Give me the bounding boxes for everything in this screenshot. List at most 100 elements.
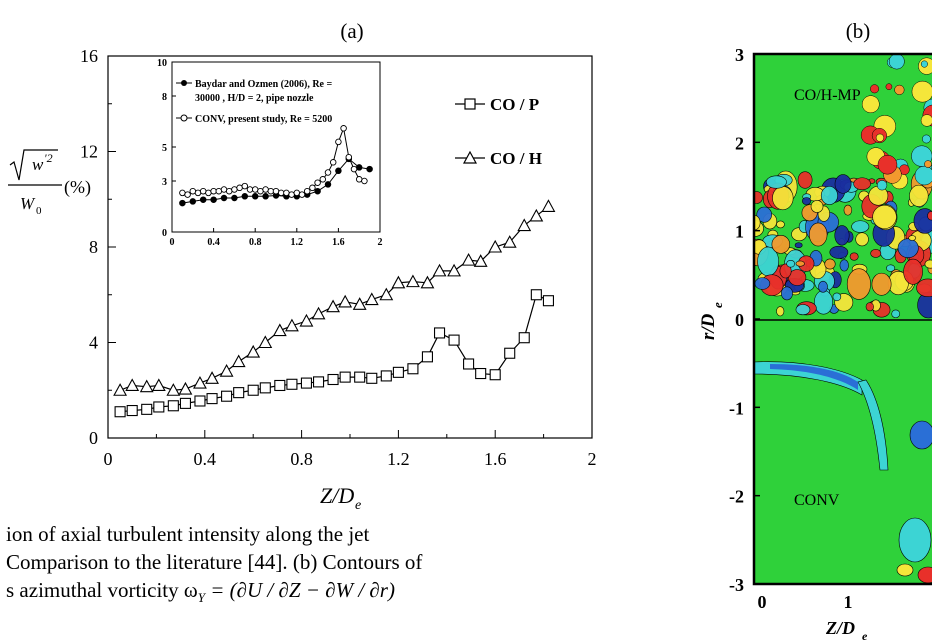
inset-data-point-conv (314, 179, 321, 186)
y-tick-label: 8 (89, 237, 98, 257)
contour-blob (885, 83, 893, 91)
contour-blob (776, 220, 785, 229)
inset-x-tick-label: 2 (378, 237, 383, 248)
inset-data-point-conv (199, 187, 207, 195)
data-point-cop (433, 327, 446, 339)
inset-y-tick-label: 8 (162, 92, 167, 103)
inset-data-point-conv (231, 186, 238, 193)
inset-data-point-conv (355, 176, 363, 183)
y-label-numerator: w (32, 155, 44, 174)
inset-data-point-conv (236, 184, 243, 192)
contour-blob (772, 185, 794, 211)
inset-data-point-baydar (210, 196, 217, 203)
data-point-cop (194, 395, 206, 407)
contour-blob (779, 263, 792, 279)
data-point-cop (114, 406, 126, 418)
panel-b-x-tick-label: 1 (844, 592, 853, 612)
caption-line-1: ion of axial turbulent intensity along t… (6, 522, 370, 546)
inset-data-point-baydar (366, 165, 373, 173)
panel-b-y-label: r/D e (698, 302, 725, 340)
contour-blob (851, 220, 870, 233)
data-point-cop (339, 371, 351, 383)
data-point-coh (311, 306, 326, 320)
inset-series-group (179, 125, 373, 207)
inset-data-point-conv (350, 165, 358, 173)
svg-text:e: e (862, 629, 868, 643)
inset-x-tick-label: 1.2 (291, 237, 304, 248)
main-series-group (113, 199, 556, 418)
inset-data-point-baydar (231, 194, 238, 202)
data-point-coh (113, 383, 128, 396)
inset-legend-label-baydar-2: 30000 , H/D = 2, pipe nozzle (195, 93, 314, 104)
contour-blob (756, 206, 772, 223)
data-point-coh (178, 381, 193, 395)
legend-label-cop: CO / P (490, 95, 539, 114)
contour-blob (903, 258, 923, 285)
contour-blob (927, 211, 932, 221)
data-point-coh (139, 379, 154, 393)
y-axis-label: w '2 W 0 (%) (8, 149, 91, 217)
data-point-cop (286, 378, 298, 390)
contour-blob (920, 114, 932, 127)
legend-marker-coh (462, 150, 478, 164)
annotation-conv: CONV (794, 492, 840, 509)
contour-blob (924, 160, 932, 168)
data-point-coh (338, 294, 353, 308)
series-line-coh (119, 205, 549, 391)
data-point-cop (392, 366, 404, 378)
panel-b-y-tick-label: -1 (729, 398, 744, 418)
data-point-cop (300, 377, 312, 389)
svg-text:Z/D: Z/D (825, 618, 855, 638)
inset-data-point-conv (184, 191, 191, 198)
main-axis-ticks: 0 0.4 0.8 1.2 1.6 2 0 4 8 12 16 (80, 46, 597, 469)
x-label-sub: e (355, 498, 361, 513)
contour-blob (808, 222, 828, 247)
inset-data-point-baydar (189, 198, 197, 205)
contour-blob (765, 175, 787, 189)
legend-label-coh: CO / H (490, 149, 542, 168)
x-label-text: Z/D (320, 483, 354, 508)
inset-data-point-conv (283, 189, 290, 197)
contour-blob (897, 238, 919, 259)
caption-line-3-text: s azimuthal vorticity ω (6, 578, 198, 602)
data-point-coh (447, 263, 461, 277)
data-point-cop (274, 379, 286, 392)
data-point-coh (405, 274, 420, 288)
inset-data-point-conv (288, 191, 295, 198)
contour-blob (872, 204, 897, 229)
data-point-coh (420, 275, 435, 289)
contour-blob (754, 191, 763, 204)
inset-data-point-conv (179, 189, 186, 197)
inset-data-point-conv (251, 186, 259, 193)
inset-data-point-conv (361, 177, 368, 185)
data-point-coh (246, 344, 261, 358)
main-legend: CO / P CO / H (455, 95, 542, 168)
panel-b-x-tick-label: 0 (758, 592, 767, 612)
data-point-cop (179, 397, 191, 409)
data-point-cop (141, 403, 153, 415)
data-point-coh (379, 287, 394, 301)
data-point-cop (366, 372, 378, 384)
panel-b-axis-ticks: 3 2 1 0 -1 -2 -3 0 1 (729, 45, 853, 612)
inset-data-point-conv (303, 187, 311, 195)
caption-line-3-formula: = (∂U / ∂Z − ∂W / ∂r) (204, 578, 395, 602)
y-label-denominator: W (20, 194, 36, 213)
data-point-coh (502, 235, 517, 248)
panel-b-y-tick-label: -2 (729, 487, 744, 507)
contour-blob (909, 420, 932, 450)
panel-b-label: (b) (846, 19, 871, 43)
contour-blob (916, 278, 932, 298)
inset-data-point-baydar (241, 193, 249, 200)
contour-blob (794, 242, 803, 249)
sqrt-symbol (9, 149, 58, 181)
x-tick-label: 0 (104, 449, 113, 469)
data-point-coh (529, 208, 544, 222)
inset-data-point-conv (225, 187, 233, 195)
inset-data-point-conv (215, 187, 223, 195)
inset-data-point-conv (189, 187, 197, 195)
panel-b-y-tick-label: 3 (735, 45, 744, 65)
y-tick-label: 0 (89, 428, 98, 448)
inset-data-point-conv (319, 176, 327, 183)
contour-blob (834, 174, 852, 194)
contour-blob (853, 177, 871, 191)
